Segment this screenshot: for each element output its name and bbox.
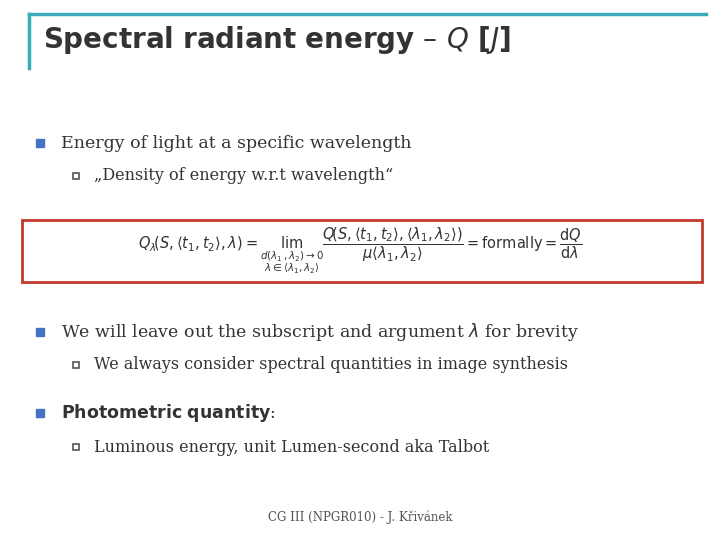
Text: We will leave out the subscript and argument $\lambda$ for brevity: We will leave out the subscript and argu… xyxy=(61,321,579,343)
Text: Luminous energy, unit Lumen-second aka Talbot: Luminous energy, unit Lumen-second aka T… xyxy=(94,438,489,456)
Text: „Density of energy w.r.t wavelength“: „Density of energy w.r.t wavelength“ xyxy=(94,167,393,184)
Text: CG III (NPGR010) - J. Křivánek: CG III (NPGR010) - J. Křivánek xyxy=(268,511,452,524)
Bar xyxy=(22,220,702,282)
Text: We always consider spectral quantities in image synthesis: We always consider spectral quantities i… xyxy=(94,356,567,373)
Text: $\mathbf{Spectral\ radiant\ energy\ \endash}$ $\mathit{Q}$ $\mathbf{[}\mathit{J}: $\mathbf{Spectral\ radiant\ energy\ \end… xyxy=(43,24,511,57)
Text: $\mathbf{Photometric\ quantity}$:: $\mathbf{Photometric\ quantity}$: xyxy=(61,402,276,424)
Text: Energy of light at a specific wavelength: Energy of light at a specific wavelength xyxy=(61,134,412,152)
Text: $Q_\lambda\!\left(S,\langle t_1,t_2\rangle,\lambda\right)=\lim_{\substack{d(\lam: $Q_\lambda\!\left(S,\langle t_1,t_2\rang… xyxy=(138,226,582,276)
